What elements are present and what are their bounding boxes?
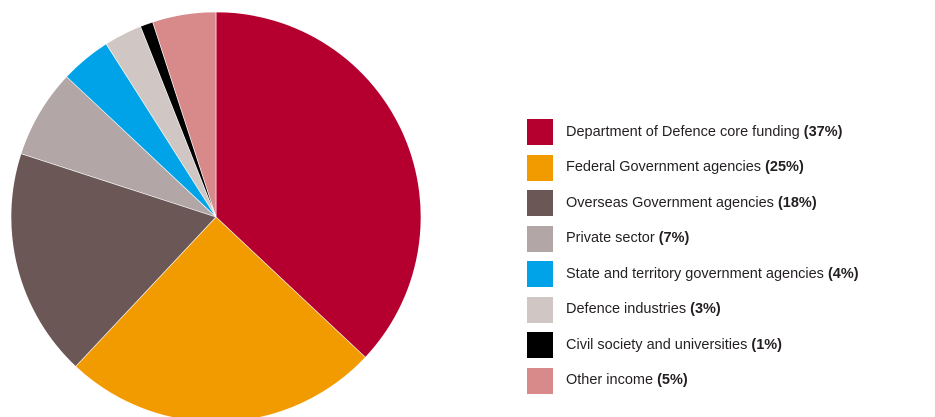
legend-swatch bbox=[527, 367, 553, 394]
pie-slice-overseas-government-agencies bbox=[10, 153, 217, 367]
legend-item-department-of-defence-core-funding: Department of Defence core funding (37%) bbox=[527, 119, 859, 145]
legend-value: (3%) bbox=[690, 301, 721, 318]
legend-value: (25%) bbox=[765, 159, 804, 176]
legend-text: Private sector (7%) bbox=[566, 231, 689, 246]
pie-slice-federal-government-agencies bbox=[75, 216, 366, 417]
legend-swatch bbox=[527, 261, 553, 287]
legend-item-federal-government-agencies: Federal Government agencies (25%) bbox=[527, 154, 859, 181]
legend-text: Civil society and universities (1%) bbox=[566, 338, 782, 353]
pie-slice-other-income bbox=[152, 11, 217, 218]
legend-text: State and territory government agencies … bbox=[566, 267, 859, 282]
legend-item-defence-industries: Defence industries (3%) bbox=[527, 296, 859, 323]
legend-text: Other income (5%) bbox=[566, 373, 688, 388]
legend-value: (1%) bbox=[751, 336, 782, 353]
legend-text: Defence industries (3%) bbox=[566, 302, 721, 317]
legend-item-civil-society-and-universities: Civil society and universities (1%) bbox=[527, 332, 859, 358]
legend-item-other-income: Other income (5%) bbox=[527, 367, 859, 394]
legend-swatch bbox=[527, 119, 553, 145]
legend-item-state-and-territory-government-agencies: State and territory government agencies … bbox=[527, 261, 859, 287]
chart-legend: Department of Defence core funding (37%)… bbox=[527, 119, 859, 403]
legend-swatch bbox=[527, 332, 553, 358]
legend-swatch bbox=[527, 190, 553, 216]
legend-label: Department of Defence core funding bbox=[566, 123, 800, 140]
legend-text: Department of Defence core funding (37%) bbox=[566, 125, 842, 140]
legend-swatch bbox=[527, 225, 553, 252]
legend-label: Civil society and universities bbox=[566, 336, 748, 353]
legend-value: (37%) bbox=[803, 123, 843, 140]
legend-text: Overseas Government agencies (18%) bbox=[566, 196, 817, 211]
legend-label: Private sector bbox=[566, 230, 655, 247]
pie-slice-department-of-defence-core-funding bbox=[215, 11, 422, 358]
legend-label: Other income bbox=[566, 372, 654, 389]
legend-swatch bbox=[527, 296, 553, 323]
legend-value: (7%) bbox=[658, 230, 690, 247]
legend-item-overseas-government-agencies: Overseas Government agencies (18%) bbox=[527, 190, 859, 216]
legend-swatch bbox=[527, 154, 553, 181]
legend-label: Defence industries bbox=[566, 301, 687, 318]
pie-chart bbox=[10, 11, 422, 417]
legend-text: Federal Government agencies (25%) bbox=[566, 160, 804, 175]
legend-label: State and territory government agencies bbox=[566, 265, 824, 282]
legend-label: Federal Government agencies bbox=[566, 159, 762, 176]
legend-label: Overseas Government agencies bbox=[566, 194, 774, 211]
legend-item-private-sector: Private sector (7%) bbox=[527, 225, 859, 252]
legend-value: (5%) bbox=[657, 372, 688, 389]
legend-value: (18%) bbox=[777, 194, 817, 211]
legend-value: (4%) bbox=[827, 265, 859, 282]
